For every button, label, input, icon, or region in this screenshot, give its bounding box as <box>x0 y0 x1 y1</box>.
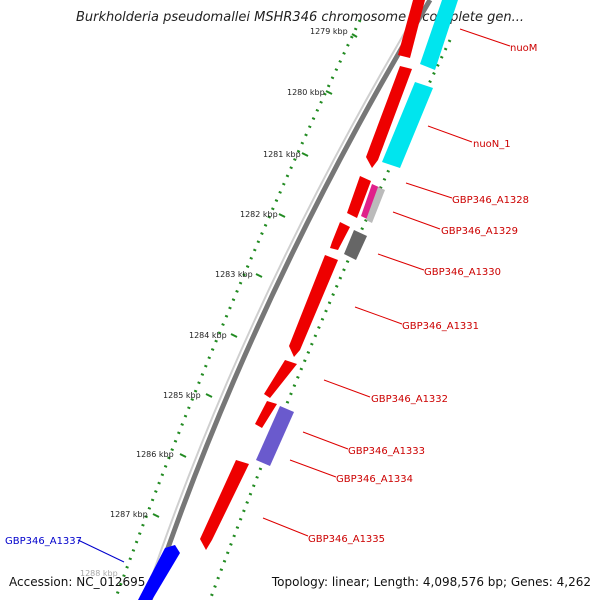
cds-lightgray[interactable] <box>366 187 385 223</box>
kbp-label: 1279 kbp <box>310 27 348 36</box>
leader-line <box>302 431 349 450</box>
gene-label-nuoM[interactable]: nuoM <box>510 43 537 54</box>
feature-blocks[interactable] <box>138 0 458 600</box>
kbp-label: 1281 kbp <box>263 150 301 159</box>
cds-nuoN[interactable] <box>366 66 412 168</box>
ruler-labels: 1279 kbp 1280 kbp 1281 kbp 1282 kbp 1283… <box>80 27 358 578</box>
kbp-label: 1284 kbp <box>189 331 227 340</box>
gene-label-a1337[interactable]: GBP346_A1337 <box>5 536 82 547</box>
kbp-tick <box>325 90 333 95</box>
gene-label-a1332[interactable]: GBP346_A1332 <box>371 394 448 405</box>
kbp-label: 1282 kbp <box>240 210 278 219</box>
cds-a1329[interactable] <box>330 222 350 250</box>
leader-line <box>354 306 403 325</box>
cds-a1332[interactable] <box>264 360 297 398</box>
cds-blue[interactable] <box>138 545 180 600</box>
kbp-tick <box>351 33 358 38</box>
kbp-tick <box>179 453 187 458</box>
leader-line <box>262 517 309 537</box>
cds-a1328[interactable] <box>347 176 371 218</box>
leader-line <box>405 182 453 199</box>
kbp-label: 1286 kbp <box>136 450 174 459</box>
cds-a1335[interactable] <box>200 460 249 550</box>
leader-line <box>427 125 473 143</box>
gene-label-nuoN_1[interactable]: nuoN_1 <box>473 139 511 150</box>
cds-cyan-long[interactable] <box>382 82 433 168</box>
leader-line <box>377 253 425 271</box>
cds-purple[interactable] <box>256 406 294 466</box>
backbone-inner <box>143 0 425 600</box>
cds-a1331[interactable] <box>289 255 338 357</box>
kbp-tick <box>152 513 160 518</box>
cds-darkgray[interactable] <box>344 230 367 260</box>
gene-label-a1330[interactable]: GBP346_A1330 <box>424 267 501 278</box>
gene-label-a1335[interactable]: GBP346_A1335 <box>308 534 385 545</box>
topology-label: Topology: linear; Length: 4,098,576 bp; … <box>271 575 591 589</box>
leader-line <box>289 459 337 478</box>
cds-track[interactable] <box>200 0 425 550</box>
cds-a1333[interactable] <box>255 401 277 428</box>
gene-label-a1331[interactable]: GBP346_A1331 <box>402 321 479 332</box>
cds-cyan-top[interactable] <box>420 0 458 70</box>
kbp-tick <box>205 393 213 398</box>
kbp-label: 1280 kbp <box>287 88 325 97</box>
backbone-outer <box>147 0 433 600</box>
accession-label: Accession: NC_012695 <box>9 575 146 589</box>
cds-nuoM[interactable] <box>398 0 425 58</box>
leader-line <box>323 379 371 398</box>
gene-label-a1334[interactable]: GBP346_A1334 <box>336 474 413 485</box>
leader-line-blue <box>77 539 125 563</box>
kbp-label: 1285 kbp <box>163 391 201 400</box>
kbp-tick <box>230 333 238 338</box>
kbp-tick <box>278 213 286 218</box>
gene-labels[interactable]: nuoM nuoN_1 GBP346_A1328 GBP346_A1329 GB… <box>5 43 537 547</box>
leader-lines <box>77 28 511 563</box>
kbp-tick <box>301 152 309 157</box>
leader-line <box>392 211 441 230</box>
gene-label-a1333[interactable]: GBP346_A1333 <box>348 446 425 457</box>
ruler-outer <box>113 19 362 600</box>
gene-label-a1329[interactable]: GBP346_A1329 <box>441 226 518 237</box>
leader-line <box>459 28 511 47</box>
kbp-label: 1283 kbp <box>215 270 253 279</box>
gene-label-a1328[interactable]: GBP346_A1328 <box>452 195 529 206</box>
kbp-label: 1287 kbp <box>110 510 148 519</box>
kbp-label: 1288 kbp <box>80 569 118 578</box>
kbp-tick <box>255 273 263 278</box>
